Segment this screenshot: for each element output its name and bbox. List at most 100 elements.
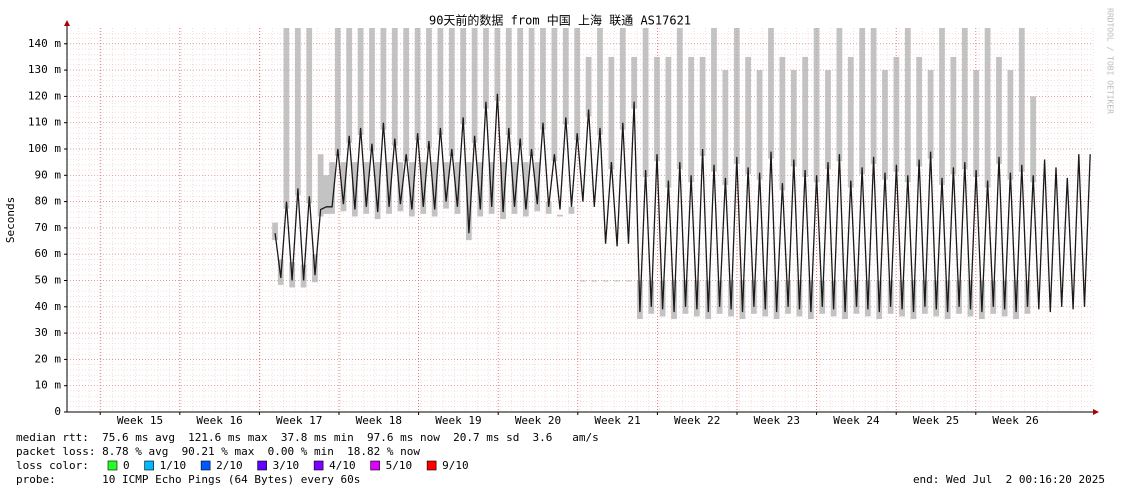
x-tick-label: Week 22 [674,414,720,427]
probe: probe: 10 ICMP Echo Pings (64 Bytes) eve… [16,473,360,486]
smoke-band [585,56,592,117]
smoke-band [346,28,352,143]
y-tick-label: 20 m [35,352,62,365]
smoke-band [939,28,945,185]
x-tick-label: Week 20 [515,414,561,427]
smoke-band [306,28,313,204]
y-tick-label: 110 m [28,116,61,129]
smoke-band [340,162,347,212]
smoke-band [580,280,586,282]
legend-label: 0 [123,459,130,472]
x-tick-label: Week 26 [992,414,1038,427]
smoke-band [369,28,375,151]
smoke-band [323,175,330,214]
median-line [274,93,1091,313]
smoke-band [352,162,358,217]
smoke-band [517,28,523,146]
y-tick-label: 40 m [35,300,62,313]
smoke-band [768,28,774,159]
legend-swatch [370,460,380,471]
x-tick-label: Week 16 [196,414,242,427]
smoke-band [460,28,466,125]
smoke-band [540,28,546,130]
smoke-band [916,56,922,167]
x-tick-label: Week 24 [833,414,880,427]
smoke-band [397,162,404,212]
smoke-band [631,56,637,109]
smoke-band [317,154,324,217]
smoke-band [779,56,786,191]
y-tick-label: 30 m [35,326,62,339]
smoke-band [996,56,1002,164]
smoke-band [1007,70,1014,180]
smoke-band [511,162,518,214]
smoke-band [562,28,569,125]
smoke-band [523,162,529,217]
smoke-band [329,162,335,214]
smoke-band [272,222,278,241]
y-axis-label: Seconds [4,197,17,243]
legend-swatch [257,460,267,471]
watermark: RRDTOOL / TOBI OETIKER [1106,8,1115,114]
smoke-band [756,70,763,180]
legend-swatch [313,460,324,471]
smoke-band [688,56,694,183]
smoke-band [454,162,461,214]
smoke-band [545,201,552,214]
x-tick-label: Week 21 [594,414,640,427]
smoke-band [505,28,512,135]
legend-swatch [144,460,154,471]
smoke-band [882,70,888,180]
smoke-band [790,70,797,167]
legend-label: 9/10 [442,459,469,472]
smoke-band [431,162,438,217]
smoke-band [927,70,934,159]
y-tick-label: 10 m [35,379,62,392]
x-tick-label: Week 25 [913,414,959,427]
smoke-band [961,28,968,170]
smoke-band [904,28,911,183]
x-arrow [1093,409,1099,415]
y-tick-label: 0 [54,405,61,418]
smoke-band [1018,28,1025,172]
legend-label: 5/10 [386,459,413,472]
y-arrow [64,20,70,26]
y-tick-label: 50 m [35,273,62,286]
smoke-band [825,70,831,170]
smoke-band [528,28,535,156]
smoke-band [414,28,421,141]
smoke-band [625,280,632,282]
legend-swatch [200,460,211,471]
smoke-band [386,162,392,214]
chart-title: 90天前的数据 from 中国 上海 联通 AS17621 [429,13,691,28]
smoke-band [619,28,626,130]
smoke-band [813,28,820,183]
y-tick-label: 120 m [28,89,61,102]
smoke-band [443,162,449,209]
smoke-band [973,70,979,178]
smoke-band [557,214,563,217]
smoke-band [733,28,740,164]
smoke-band [597,28,603,135]
smoke-band [654,56,660,162]
smoke-band [380,28,387,130]
legend-swatch [426,460,437,471]
loss-color-label: loss color: [16,459,89,472]
end-time: end: Wed Jul 2 00:16:20 2025 [913,473,1105,486]
smoke-band [374,162,381,220]
smoke-band [551,28,558,162]
smoke-band [642,28,649,178]
smoke-band [711,28,717,172]
y-tick-label: 100 m [28,142,61,155]
smoke-band [483,28,489,109]
smoke-band [466,162,472,241]
smoke-band [847,56,854,188]
x-tick-label: Week 19 [435,414,481,427]
smoke-band [283,28,290,209]
smoke-band [363,162,370,214]
smoke-band [568,206,575,214]
median-rtt: median rtt: 75.6 ms avg 121.6 ms max 37.… [16,431,599,444]
smoke-band [534,162,541,212]
smoke-band [488,162,495,214]
